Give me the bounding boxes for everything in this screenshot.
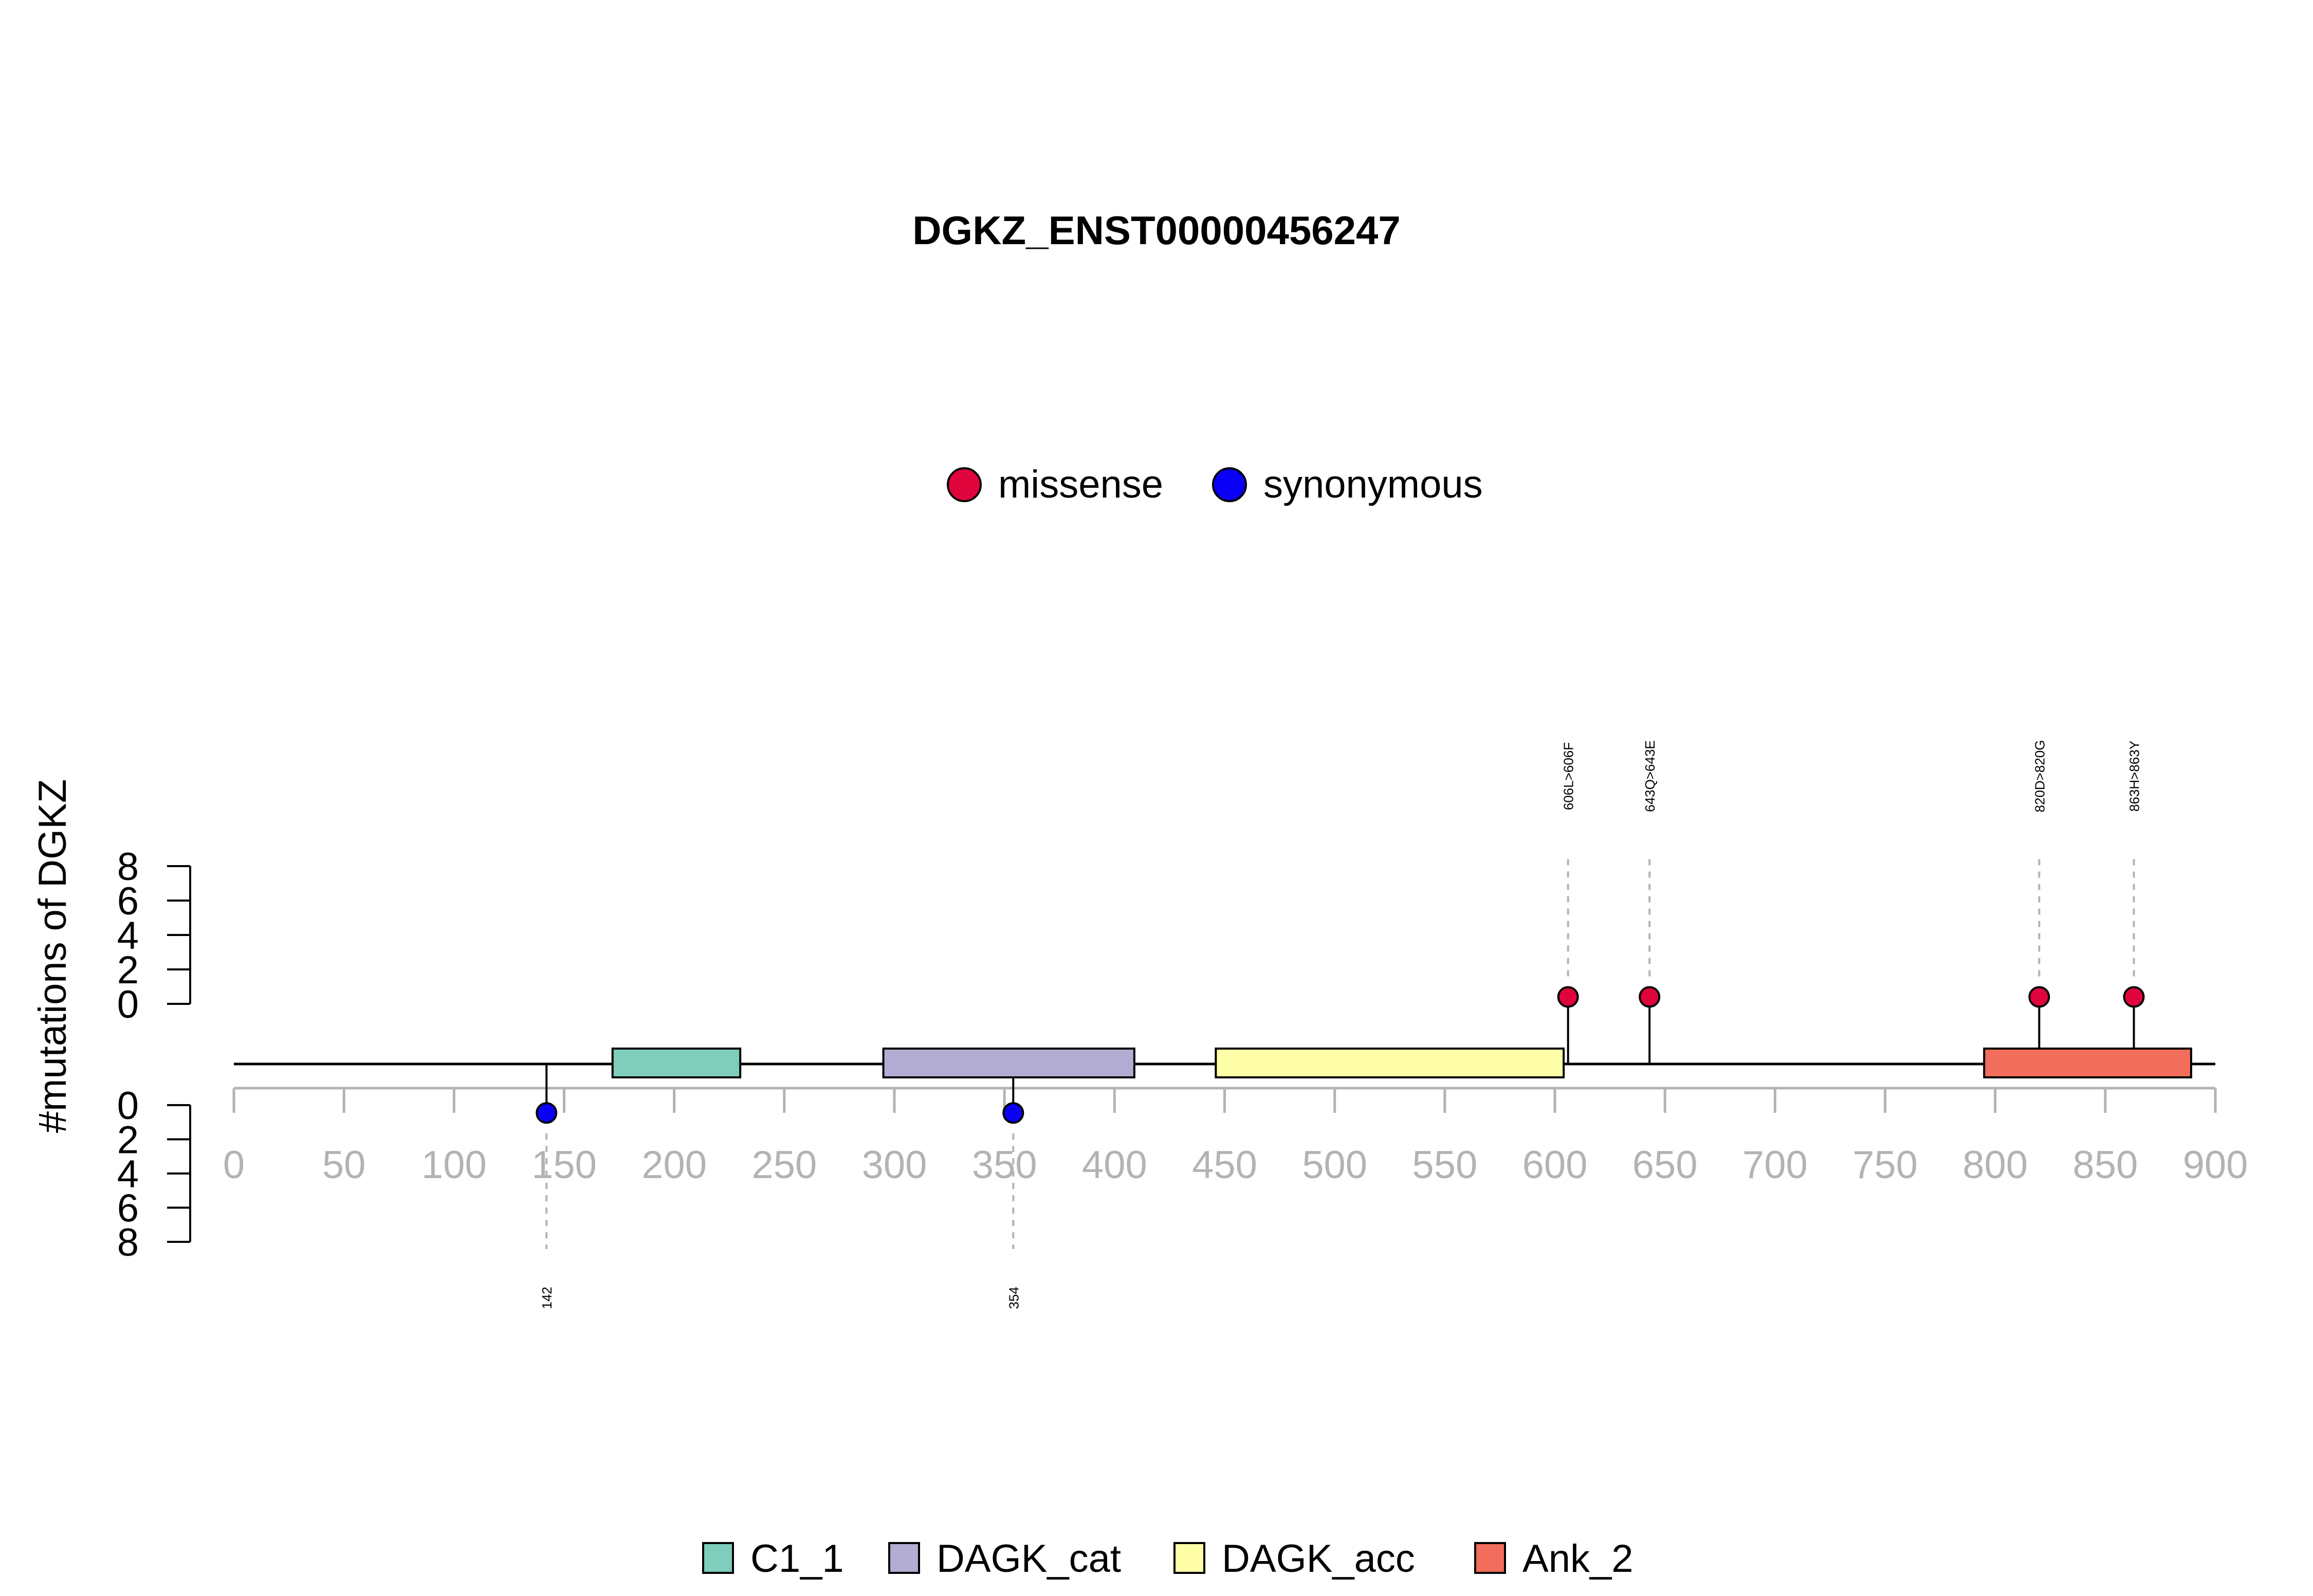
domain-legend-label-DAGK_cat: DAGK_cat [937, 1537, 1121, 1581]
x-tick-label-700: 700 [1742, 1143, 1808, 1187]
y-tick-label-bottom-8: 8 [117, 1221, 139, 1264]
y-tick-label-top-4: 4 [117, 914, 139, 958]
y-tick-label-bottom-6: 6 [117, 1187, 139, 1231]
domain-Ank_2 [1983, 1048, 2192, 1078]
domain-legend-label-Ank_2: Ank_2 [1522, 1537, 1633, 1581]
y-tick-label-top-2: 2 [117, 948, 139, 992]
mutation-354 [1002, 1102, 1024, 1124]
x-tick-label-900: 900 [2183, 1143, 2248, 1187]
mutation-606 [1557, 986, 1579, 1008]
domain-legend-label-C1_1: C1_1 [750, 1537, 844, 1581]
x-tick-label-100: 100 [421, 1143, 487, 1187]
mutation-863 [2123, 986, 2145, 1008]
legend-marker-missense [947, 467, 982, 502]
mutation-643 [1639, 986, 1661, 1008]
chart-title: DGKZ_ENST00000456247 [912, 208, 1401, 253]
y-tick-label-bottom-4: 4 [117, 1152, 139, 1196]
x-axis: 0 50 100 150 200 250 300 350 400 450 500 550 600 650 7… [223, 1087, 2248, 1187]
lollipop-heads: 606L>606F 643Q>643E 820D>820G 863H>863Y 142 3… [536, 740, 2145, 1309]
mutation-label-820: 820D>820G [2032, 740, 2047, 813]
mutation-label-643: 643Q>643E [1642, 740, 1658, 812]
y-tick-label-top-6: 6 [117, 879, 139, 923]
y-tick-label-bottom-0: 0 [117, 1084, 139, 1128]
legend-label-synonymous: synonymous [1263, 463, 1483, 506]
domain-legend-swatch-DAGK_cat [888, 1542, 920, 1574]
domain-legend: C1_1 DAGK_cat DAGK_acc Ank_2 [702, 1537, 1633, 1581]
x-tick-label-800: 800 [1962, 1143, 2028, 1187]
legend-label-missense: missense [998, 463, 1163, 506]
x-tick-label-150: 150 [531, 1143, 597, 1187]
x-tick-label-250: 250 [751, 1143, 817, 1187]
domain-legend-swatch-DAGK_acc [1173, 1542, 1205, 1574]
y-tick-label-bottom-2: 2 [117, 1118, 139, 1162]
x-tick-label-200: 200 [641, 1143, 707, 1187]
y-axis-label: #mutations of DGKZ [31, 779, 75, 1133]
mutation-label-606: 606L>606F [1561, 742, 1576, 810]
x-tick-label-50: 50 [322, 1143, 366, 1187]
domain-legend-label-DAGK_acc: DAGK_acc [1222, 1537, 1415, 1581]
mutation-label-142: 142 [539, 1287, 555, 1309]
x-tick-label-600: 600 [1522, 1143, 1588, 1187]
domain-DAGK_acc [1215, 1048, 1565, 1078]
mutation-820 [2028, 986, 2050, 1008]
legend-marker-synonymous [1212, 467, 1247, 502]
x-tick-label-850: 850 [2072, 1143, 2138, 1187]
x-tick-label-350: 350 [972, 1143, 1037, 1187]
domain-C1_1 [611, 1048, 742, 1078]
y-tick-label-top-0: 0 [117, 983, 139, 1026]
x-tick-label-500: 500 [1302, 1143, 1367, 1187]
mutation-142 [536, 1102, 558, 1124]
mutation-legend: missense synonymous [947, 463, 1483, 506]
protein-domains [611, 1048, 2192, 1078]
mutation-label-863: 863H>863Y [2127, 741, 2142, 812]
domain-DAGK_cat [882, 1048, 1135, 1078]
x-tick-label-0: 0 [223, 1143, 245, 1187]
domain-legend-swatch-Ank_2 [1474, 1542, 1506, 1574]
domain-legend-swatch-C1_1 [702, 1542, 734, 1574]
x-tick-label-300: 300 [862, 1143, 927, 1187]
y-tick-label-top-8: 8 [117, 845, 139, 889]
x-tick-label-450: 450 [1192, 1143, 1257, 1187]
x-tick-label-750: 750 [1852, 1143, 1918, 1187]
mutation-label-354: 354 [1006, 1287, 1021, 1309]
x-tick-label-650: 650 [1632, 1143, 1698, 1187]
x-tick-label-550: 550 [1412, 1143, 1477, 1187]
x-tick-label-400: 400 [1082, 1143, 1147, 1187]
